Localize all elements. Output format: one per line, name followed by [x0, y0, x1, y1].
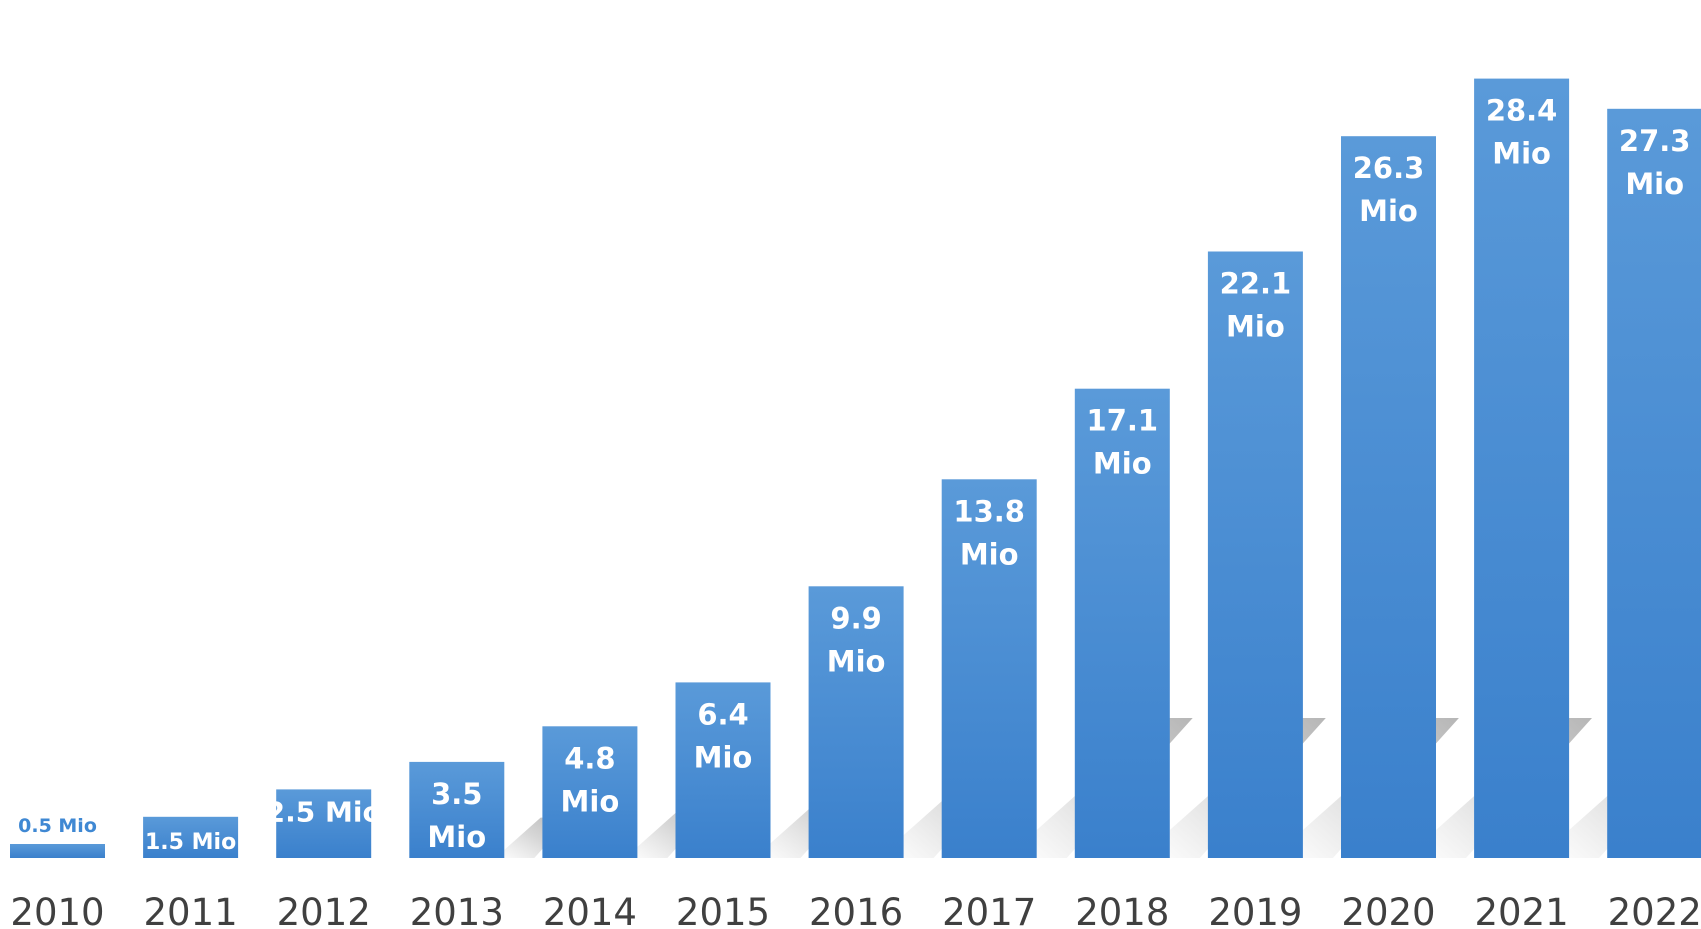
x-tick-label: 2014	[543, 891, 637, 929]
bar	[276, 789, 372, 858]
data-label: 4.8 Mio	[561, 741, 620, 818]
data-label: 3.5 Mio	[427, 777, 486, 854]
x-tick-label: 2021	[1475, 891, 1569, 929]
bar	[1207, 251, 1303, 858]
bar	[675, 682, 771, 858]
data-label: 27.3 Mio	[1619, 124, 1691, 201]
data-labels-layer: 0.5 Mio 1.5 Mio 2.5 Mio 3.5 Mio 4.8 Mio 6.4 Mio 9…	[18, 94, 1690, 855]
bar	[941, 479, 1037, 858]
bars-layer	[10, 78, 1701, 859]
data-label: 13.8 Mio	[953, 494, 1025, 571]
x-tick-label: 2017	[942, 891, 1036, 929]
bar	[1474, 78, 1570, 859]
x-tick-label: 2011	[144, 891, 238, 929]
x-tick-label: 2013	[410, 891, 504, 929]
data-label: 6.4 Mio	[694, 697, 753, 774]
data-label: 2.5 Mio	[266, 795, 382, 828]
data-label: 28.4 Mio	[1486, 94, 1558, 171]
x-tick-label: 2020	[1341, 891, 1435, 929]
x-tick-label: 2018	[1075, 891, 1169, 929]
bar	[1341, 136, 1436, 858]
data-label: 0.5 Mio	[18, 815, 97, 837]
bar	[542, 726, 638, 858]
x-tick-label: 2022	[1608, 891, 1701, 929]
data-label: 1.5 Mio	[145, 830, 236, 855]
data-label: 26.3 Mio	[1353, 151, 1425, 228]
x-tick-label: 2015	[676, 891, 770, 929]
data-label: 22.1 Mio	[1220, 267, 1292, 344]
bar	[1607, 108, 1701, 859]
x-tick-label: 2012	[277, 891, 371, 929]
bar	[808, 586, 904, 858]
bar	[10, 844, 105, 858]
data-label: 9.9 Mio	[827, 601, 886, 678]
bar	[409, 761, 505, 858]
x-tick-label: 2010	[10, 891, 104, 929]
x-axis-ticks-layer: 2010 2011 2012 2013 2014 2015 2016 2017 2018 2019…	[10, 891, 1701, 929]
bar	[1074, 388, 1170, 858]
bar	[143, 816, 239, 858]
x-tick-label: 2016	[809, 891, 903, 929]
x-tick-label: 2019	[1208, 891, 1302, 929]
data-label: 17.1 Mio	[1087, 404, 1159, 481]
